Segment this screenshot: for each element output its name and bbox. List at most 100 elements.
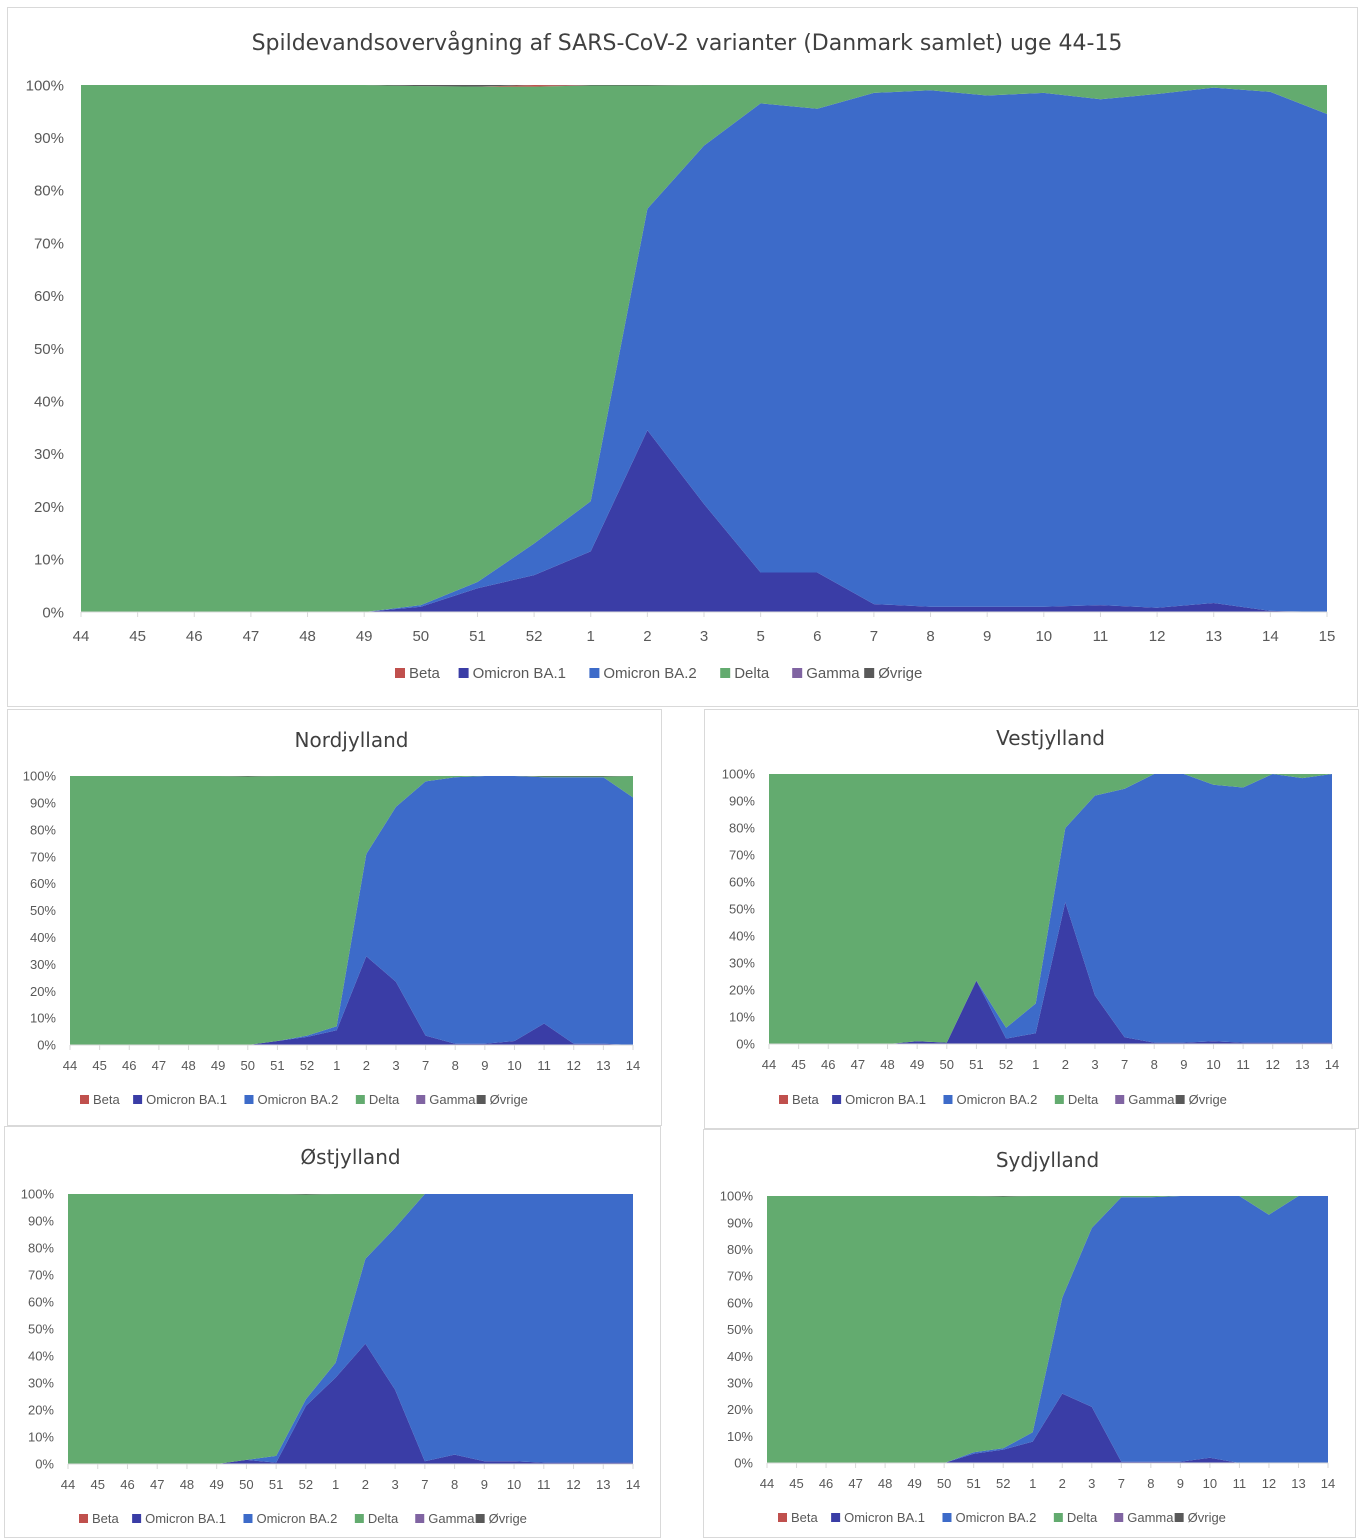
x-tick-label: 44 — [73, 628, 90, 645]
x-tick-label: 49 — [209, 1477, 223, 1492]
legend-swatch — [943, 1095, 953, 1104]
legend-swatch — [1115, 1095, 1125, 1104]
x-tick-label: 49 — [356, 628, 373, 645]
x-tick-label: 13 — [1291, 1476, 1305, 1491]
x-tick-label: 13 — [596, 1477, 610, 1492]
y-tick-label: 70% — [34, 235, 64, 252]
chart-danmark-samlet: Spildevandsovervågning af SARS-CoV-2 var… — [7, 7, 1358, 707]
x-tick-label: 3 — [392, 1058, 399, 1073]
y-tick-label: 0% — [37, 1038, 56, 1053]
chart-title: Østjylland — [300, 1145, 400, 1169]
legend-label: Øvrige — [489, 1511, 527, 1526]
chart-svg: Vestjylland 0% 10% 20% 30% 40% 50% 60% 70% 80% 90%… — [722, 726, 1339, 1107]
area-omicron-ba-2 — [769, 774, 1332, 1044]
legend-label: Omicron BA.2 — [955, 1510, 1036, 1525]
area-delta — [767, 1196, 1328, 1463]
y-tick-label: 10% — [729, 1010, 755, 1025]
x-tick-label: 50 — [241, 1058, 255, 1073]
x-tick-label: 13 — [1295, 1057, 1309, 1072]
x-tick-label: 7 — [422, 1058, 429, 1073]
x-tick-label: 2 — [1059, 1476, 1066, 1491]
legend: Beta Omicron BA.1 Omicron BA.2 Delta Gamma Øv… — [395, 665, 922, 682]
y-tick-label: 80% — [30, 822, 56, 837]
legend-swatch — [395, 668, 405, 678]
x-tick-label: 6 — [813, 628, 821, 645]
y-tick-label: 40% — [729, 929, 755, 944]
x-tick-label: 48 — [181, 1058, 195, 1073]
chart-svg: Sydjylland 0% 10% 20% 30% 40% 50% 60% 70% 80% 90% 1… — [720, 1148, 1335, 1525]
legend-swatch — [354, 1514, 364, 1523]
chart-nordjylland: Nordjylland 0% 10% 20% 30% 40% 50% 60% 70% 80% 90%… — [7, 709, 662, 1126]
y-tick-label: 100% — [26, 77, 64, 94]
y-tick-label: 0% — [42, 604, 64, 621]
x-tick-label: 7 — [1118, 1476, 1125, 1491]
legend-swatch — [1175, 1095, 1185, 1104]
y-tick-label: 0% — [35, 1457, 54, 1472]
area-omicron-ba-2 — [68, 1194, 633, 1464]
x-tick-label: 12 — [567, 1058, 581, 1073]
area-omicron-ba-2 — [81, 87, 1327, 613]
x-tick-label: 48 — [878, 1476, 892, 1491]
x-tick-label: 14 — [626, 1058, 640, 1073]
x-tick-label: 2 — [643, 628, 651, 645]
x-tick-label: 45 — [791, 1057, 805, 1072]
x-tick-label: 52 — [996, 1476, 1010, 1491]
legend-swatch — [1114, 1513, 1124, 1522]
y-tick-label: 10% — [30, 1011, 56, 1026]
x-tick-label: 3 — [700, 628, 708, 645]
x-tick-label: 7 — [870, 628, 878, 645]
legend-label: Gamma — [429, 1092, 476, 1107]
legend-swatch — [720, 668, 731, 678]
y-tick-label: 90% — [727, 1215, 753, 1230]
x-tick-label: 49 — [910, 1057, 924, 1072]
area-delta — [70, 776, 633, 1045]
x-tick-label: 7 — [1121, 1057, 1128, 1072]
x-tick-label: 10 — [1203, 1476, 1217, 1491]
x-tick-label: 1 — [587, 628, 595, 645]
x-tick-label: 2 — [1062, 1057, 1069, 1072]
area-omicron-ba-2 — [767, 1196, 1328, 1463]
legend-label: Øvrige — [490, 1092, 528, 1107]
x-tick-label: 48 — [180, 1477, 194, 1492]
legend: Beta Omicron BA.1 Omicron BA.2 Delta Gamma Øv… — [80, 1092, 528, 1107]
chart-svg: Spildevandsovervågning af SARS-CoV-2 var… — [26, 30, 1336, 682]
y-tick-label: 70% — [28, 1268, 54, 1283]
y-tick-label: 40% — [727, 1349, 753, 1364]
x-tick-label: 47 — [848, 1476, 862, 1491]
legend-swatch — [458, 668, 469, 678]
y-tick-label: 60% — [30, 876, 56, 891]
x-tick-label: 13 — [596, 1058, 610, 1073]
legend-swatch — [942, 1513, 952, 1522]
y-tick-label: 50% — [729, 902, 755, 917]
x-tick-label: 45 — [92, 1058, 106, 1073]
legend-swatch — [832, 1095, 842, 1104]
legend-label: Beta — [791, 1510, 819, 1525]
legend-swatch — [243, 1514, 253, 1523]
area-delta — [68, 1194, 633, 1464]
x-tick-label: 8 — [451, 1477, 458, 1492]
legend: Beta Omicron BA.1 Omicron BA.2 Delta Gamma Øv… — [778, 1510, 1226, 1525]
y-tick-label: 90% — [34, 130, 64, 147]
y-tick-label: 30% — [30, 957, 56, 972]
legend-label: Delta — [1068, 1092, 1099, 1107]
legend-swatch — [792, 668, 803, 678]
legend-swatch — [778, 1513, 787, 1522]
x-tick-label: 12 — [1149, 628, 1166, 645]
y-tick-label: 70% — [729, 848, 755, 863]
legend-label: Omicron BA.2 — [956, 1092, 1037, 1107]
area-delta — [769, 774, 1332, 1044]
legend-swatch — [779, 1095, 788, 1104]
x-tick-label: 45 — [129, 628, 146, 645]
legend-swatch — [475, 1514, 485, 1523]
legend-swatch — [355, 1095, 365, 1104]
legend-label: Øvrige — [878, 665, 922, 682]
x-tick-label: 3 — [391, 1477, 398, 1492]
x-tick-label: 50 — [239, 1477, 253, 1492]
chart-sydjylland: Sydjylland 0% 10% 20% 30% 40% 50% 60% 70% 80% 90% 1… — [703, 1129, 1356, 1538]
legend-label: Omicron BA.1 — [146, 1092, 227, 1107]
y-tick-label: 70% — [30, 849, 56, 864]
legend-label: Delta — [368, 1511, 399, 1526]
y-tick-label: 10% — [34, 552, 64, 569]
legend-label: Delta — [734, 665, 770, 682]
legend-label: Omicron BA.1 — [145, 1511, 226, 1526]
